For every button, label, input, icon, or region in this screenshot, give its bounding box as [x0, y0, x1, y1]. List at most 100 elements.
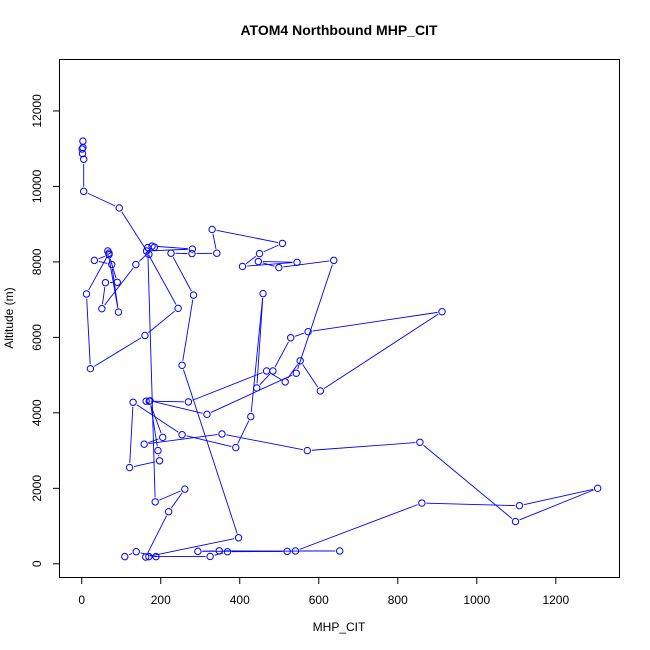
series-segment [136, 404, 179, 433]
chart-title: ATOM4 Northbound MHP_CIT [240, 22, 437, 38]
data-point [234, 534, 243, 542]
data-point [275, 263, 283, 272]
data-point [101, 278, 110, 287]
data-point [215, 547, 223, 555]
data-point [132, 548, 140, 556]
series-segment [192, 372, 263, 401]
data-point [80, 187, 88, 196]
data-point [418, 499, 426, 507]
series-segment [250, 298, 264, 413]
data-point [155, 457, 164, 465]
data-point [293, 258, 301, 266]
series-segment [148, 434, 218, 445]
series-segment [237, 420, 250, 444]
data-point [335, 547, 344, 555]
series-segment [129, 406, 134, 464]
data-point [283, 547, 291, 556]
series-segment [323, 313, 439, 389]
series-segment [150, 405, 158, 447]
series-segment [259, 373, 271, 385]
y-tick-label: 4000 [30, 399, 44, 426]
series-segment [133, 461, 156, 468]
data-point [206, 552, 214, 561]
data-point [259, 289, 267, 298]
series-segment [156, 245, 188, 250]
data-point [141, 331, 149, 340]
data-point [188, 245, 197, 253]
series-segment [150, 400, 184, 403]
data-point [292, 369, 300, 377]
data-point [82, 290, 91, 298]
series-segment [121, 211, 147, 251]
data-point [154, 446, 162, 455]
data-point [90, 256, 99, 265]
x-axis-label: MHP_CIT [313, 620, 366, 634]
series-segment [148, 254, 177, 305]
data-point [262, 367, 271, 375]
plot-frame [59, 59, 620, 578]
data-point [145, 250, 153, 259]
series-points [78, 137, 602, 561]
y-axis-label: Altitude (m) [2, 287, 16, 348]
series-segment [274, 341, 289, 368]
data-point [148, 242, 156, 250]
series-segment [88, 256, 108, 291]
series-segment [256, 298, 264, 384]
x-tick-label: 1000 [463, 593, 490, 607]
series-segment [216, 229, 279, 243]
x-tick-label: 200 [151, 593, 171, 607]
series-segment [159, 490, 181, 501]
series-line [83, 163, 594, 558]
data-point [108, 260, 116, 269]
series-segment [312, 311, 438, 332]
x-tick-label: 1200 [542, 593, 569, 607]
series-segment [147, 515, 168, 554]
y-tick-label: 10000 [30, 169, 44, 203]
series-segment [172, 256, 192, 292]
series-segment [148, 310, 175, 333]
series-segment [104, 267, 134, 306]
series-segment [86, 298, 91, 365]
data-point [511, 517, 520, 526]
series-segment [170, 492, 183, 509]
data-point [188, 249, 196, 258]
data-point [194, 547, 202, 556]
data-point [178, 361, 186, 369]
data-point [278, 239, 287, 248]
series-segment [283, 260, 330, 268]
data-point [291, 547, 300, 555]
data-point [114, 308, 123, 316]
data-point [140, 440, 148, 448]
data-point [269, 367, 277, 375]
series-segment [212, 233, 217, 249]
data-point [253, 384, 261, 392]
x-tick-label: 800 [388, 593, 408, 607]
data-point [416, 438, 424, 446]
series-segment [109, 258, 117, 279]
x-axis: 0 200 400 600 800 1000 1200 [78, 577, 569, 607]
y-tick-label: 12000 [30, 94, 44, 128]
series-segment [302, 364, 319, 388]
y-tick-label: 2000 [30, 475, 44, 502]
data-point [167, 249, 175, 257]
series-segment [226, 434, 303, 451]
series-segment [263, 244, 279, 253]
data-point [132, 260, 140, 269]
series-segment [426, 502, 515, 507]
series-segment [154, 401, 203, 414]
y-axis: 0 2000 4000 6000 8000 10000 12000 [30, 94, 60, 567]
data-point [86, 364, 95, 373]
data-point [203, 410, 211, 419]
series-segment [297, 264, 333, 370]
data-point [121, 552, 129, 561]
series-segment [299, 504, 418, 550]
series-segment [246, 262, 293, 267]
y-tick-label: 8000 [30, 248, 44, 275]
data-point [151, 498, 159, 506]
data-point [80, 155, 88, 163]
data-point [113, 278, 121, 286]
data-point [593, 484, 602, 493]
data-point [281, 378, 289, 386]
data-point [152, 552, 160, 561]
data-point [247, 412, 255, 421]
